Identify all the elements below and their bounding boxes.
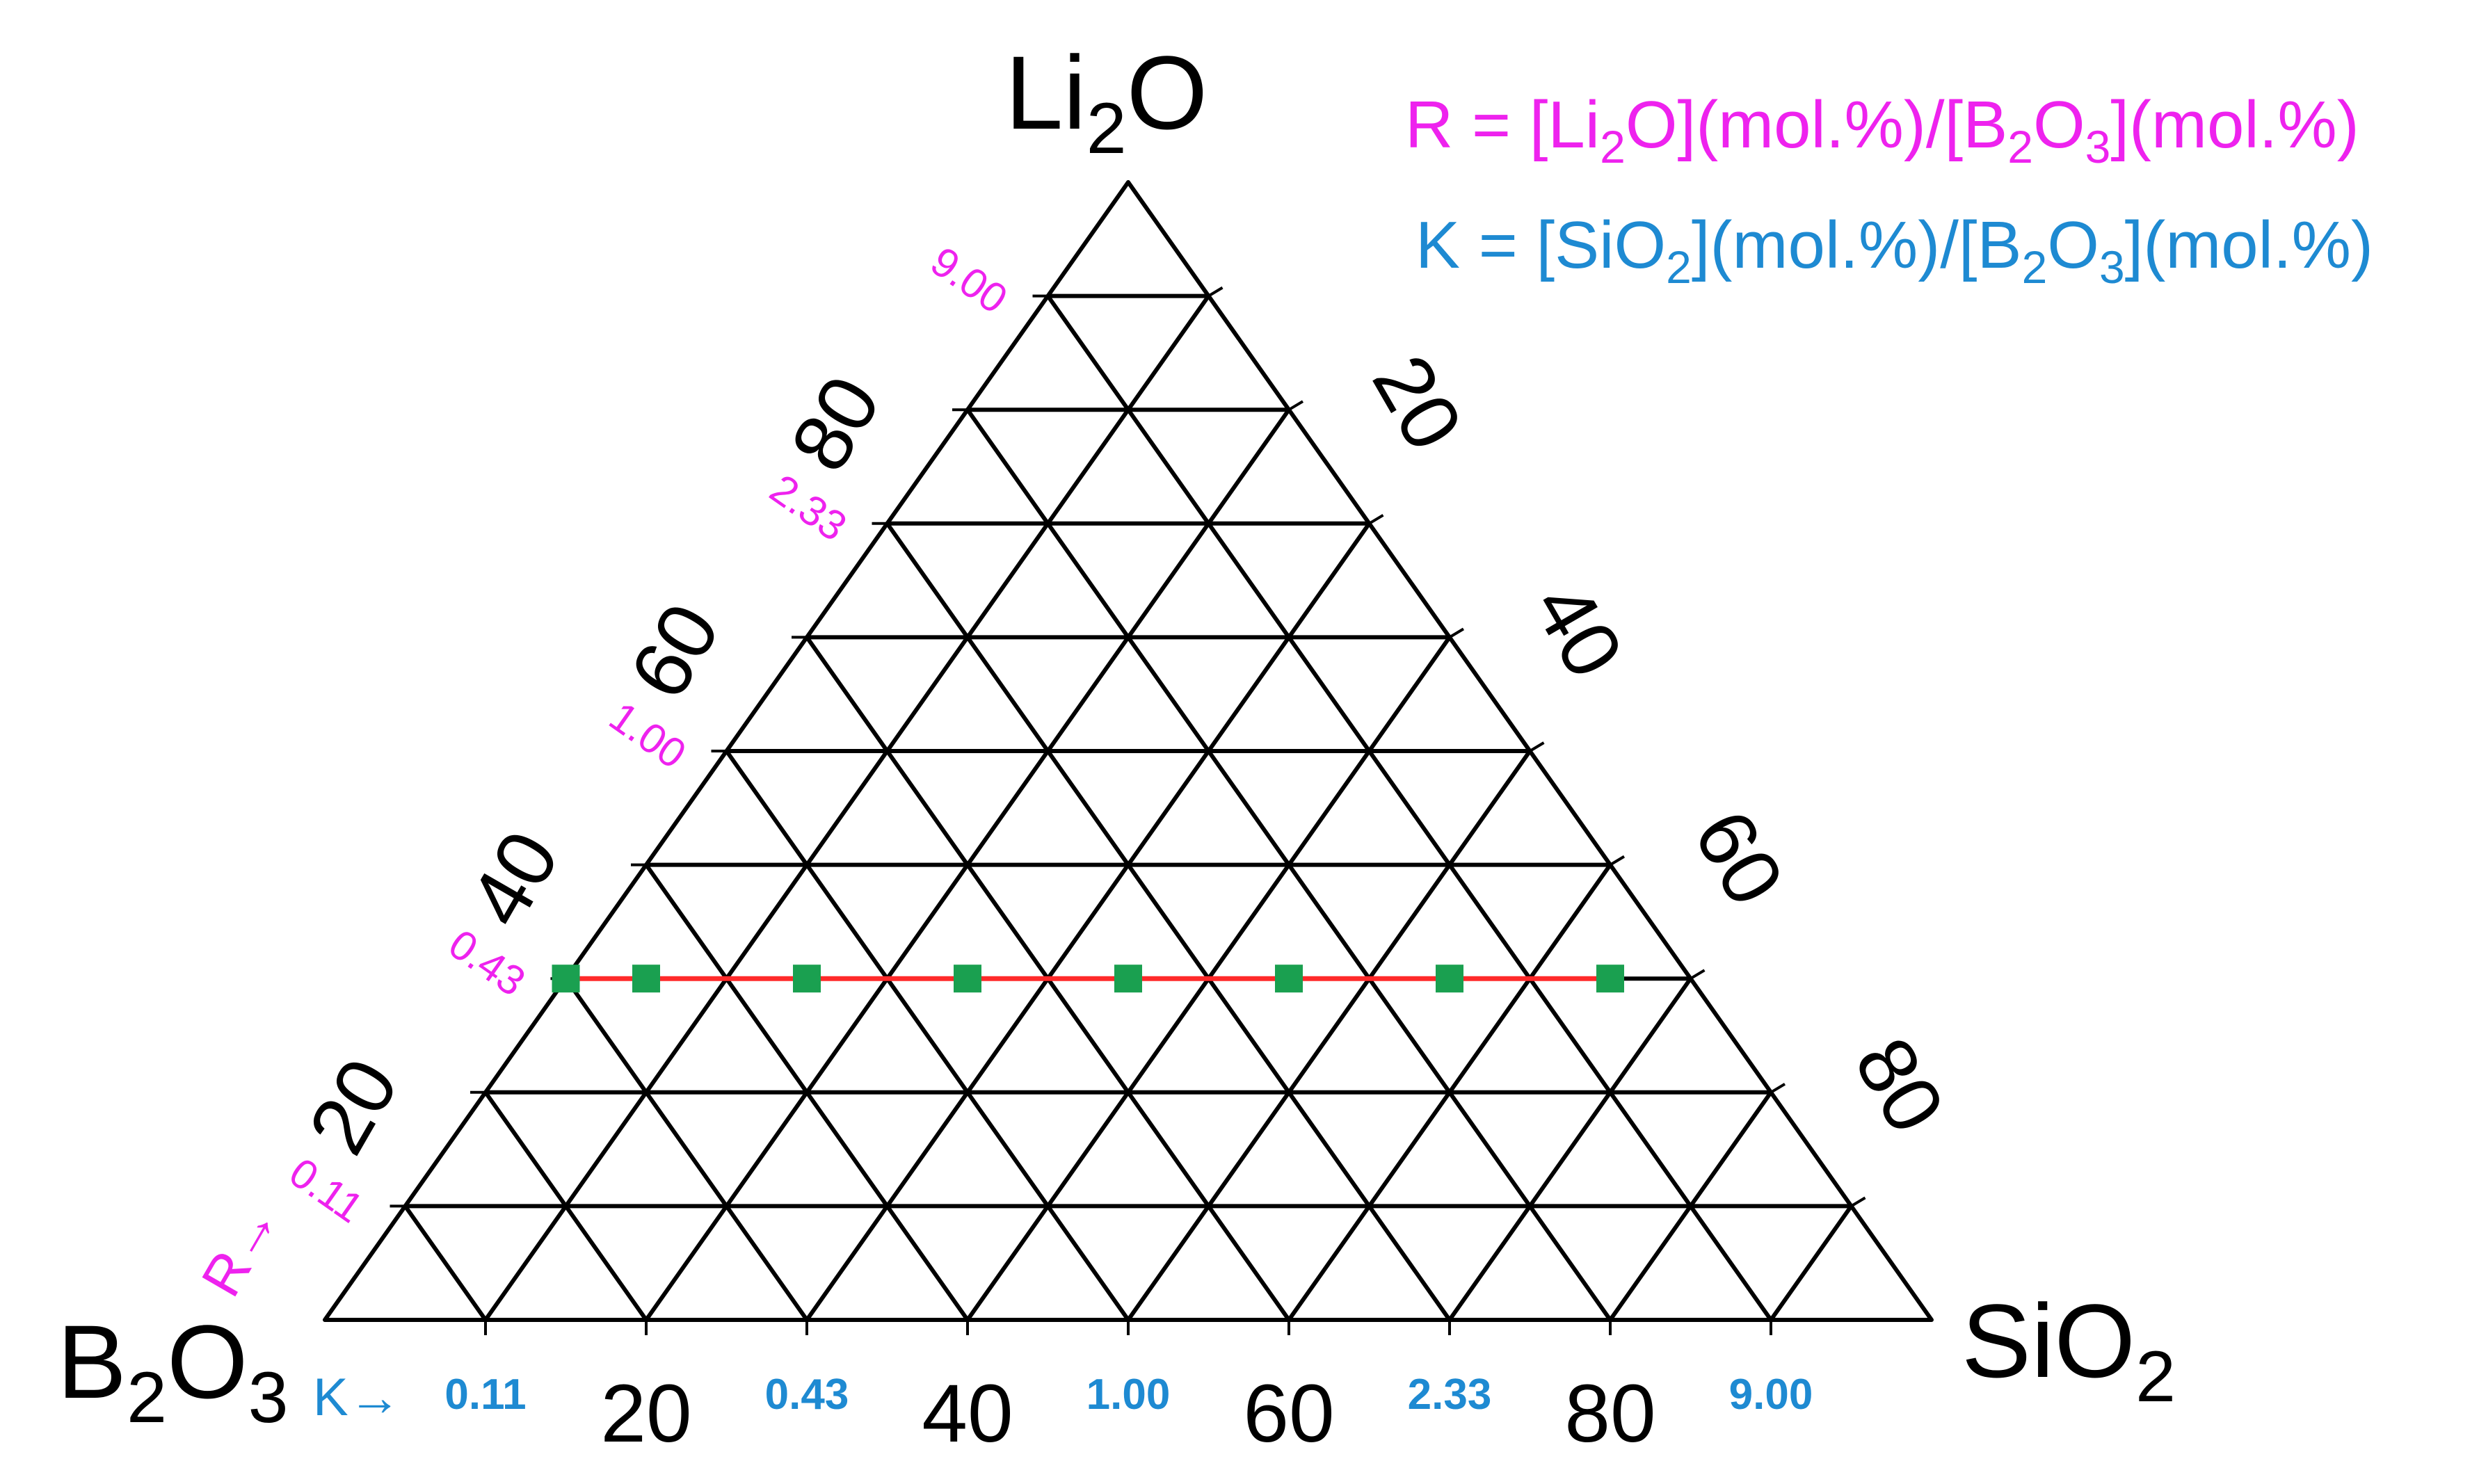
gridline-b2o3 [483,1090,648,1322]
bottom-tick-label: 40 [922,1368,1013,1460]
composition-point [1596,965,1624,993]
tick-right [1208,286,1224,298]
axis-ticks [390,286,1866,1335]
r-arrow-label: R→ [190,1193,291,1307]
gridline-b2o3 [885,521,1452,1322]
gridline-b2o3 [1045,293,1773,1322]
composition-point [954,965,981,993]
tick-right [1690,969,1706,980]
gridline-sio2 [805,521,1372,1322]
tick-right [1529,741,1545,752]
composition-point [552,965,580,993]
vertex-label-sio2: SiO2 [1961,1282,2176,1417]
gridline-b2o3 [563,976,809,1322]
composition-point [1114,965,1142,993]
k-scale-label: 9.00 [1729,1371,1813,1419]
gridline-b2o3 [403,1204,488,1322]
gridline-sio2 [483,293,1211,1322]
gridline-b2o3 [724,749,1130,1322]
tick-right [1609,855,1626,866]
tick-right [1850,1196,1866,1208]
gridline-sio2 [1126,749,1532,1322]
gridline-sio2 [1447,976,1693,1322]
tick-right [1287,400,1304,411]
legend-k-definition: K = [SiO2](mol.%)/[B2O3](mol.%) [1415,208,2373,293]
right-tick-label: 60 [1676,796,1802,921]
k-arrow-label: K→ [313,1368,401,1427]
gridline-sio2 [1287,862,1612,1322]
k-scale-label: 0.43 [765,1371,849,1419]
composition-points [552,965,1624,993]
composition-point [1436,965,1463,993]
composition-point [793,965,821,993]
gridline-b2o3 [644,862,970,1322]
tick-right [1368,514,1384,525]
composition-point [1275,965,1303,993]
vertex-label-li2o: Li2O [1005,34,1208,169]
k-scale-label: 0.11 [444,1371,526,1419]
right-tick-label: 80 [1837,1023,1962,1148]
tick-right [1448,627,1465,639]
tick-right [1770,1083,1786,1094]
k-scale-label: 1.00 [1086,1371,1171,1419]
bottom-tick-label: 60 [1243,1368,1334,1460]
composition-point [632,965,660,993]
ternary-grid [323,180,1934,1322]
gridline-sio2 [1769,1204,1854,1322]
k-scale-label: 2.33 [1408,1371,1492,1419]
r-scale-label: 9.00 [922,238,1016,323]
bottom-tick-label: 20 [600,1368,691,1460]
right-tick-label: 20 [1355,340,1480,465]
right-tick-label: 40 [1516,568,1641,693]
legend-r-definition: R = [Li2O](mol.%)/[B2O3](mol.%) [1405,88,2359,172]
gridline-sio2 [1608,1090,1773,1322]
bottom-tick-label: 80 [1564,1368,1655,1460]
vertex-label-b2o3: B2O3 [57,1303,288,1438]
